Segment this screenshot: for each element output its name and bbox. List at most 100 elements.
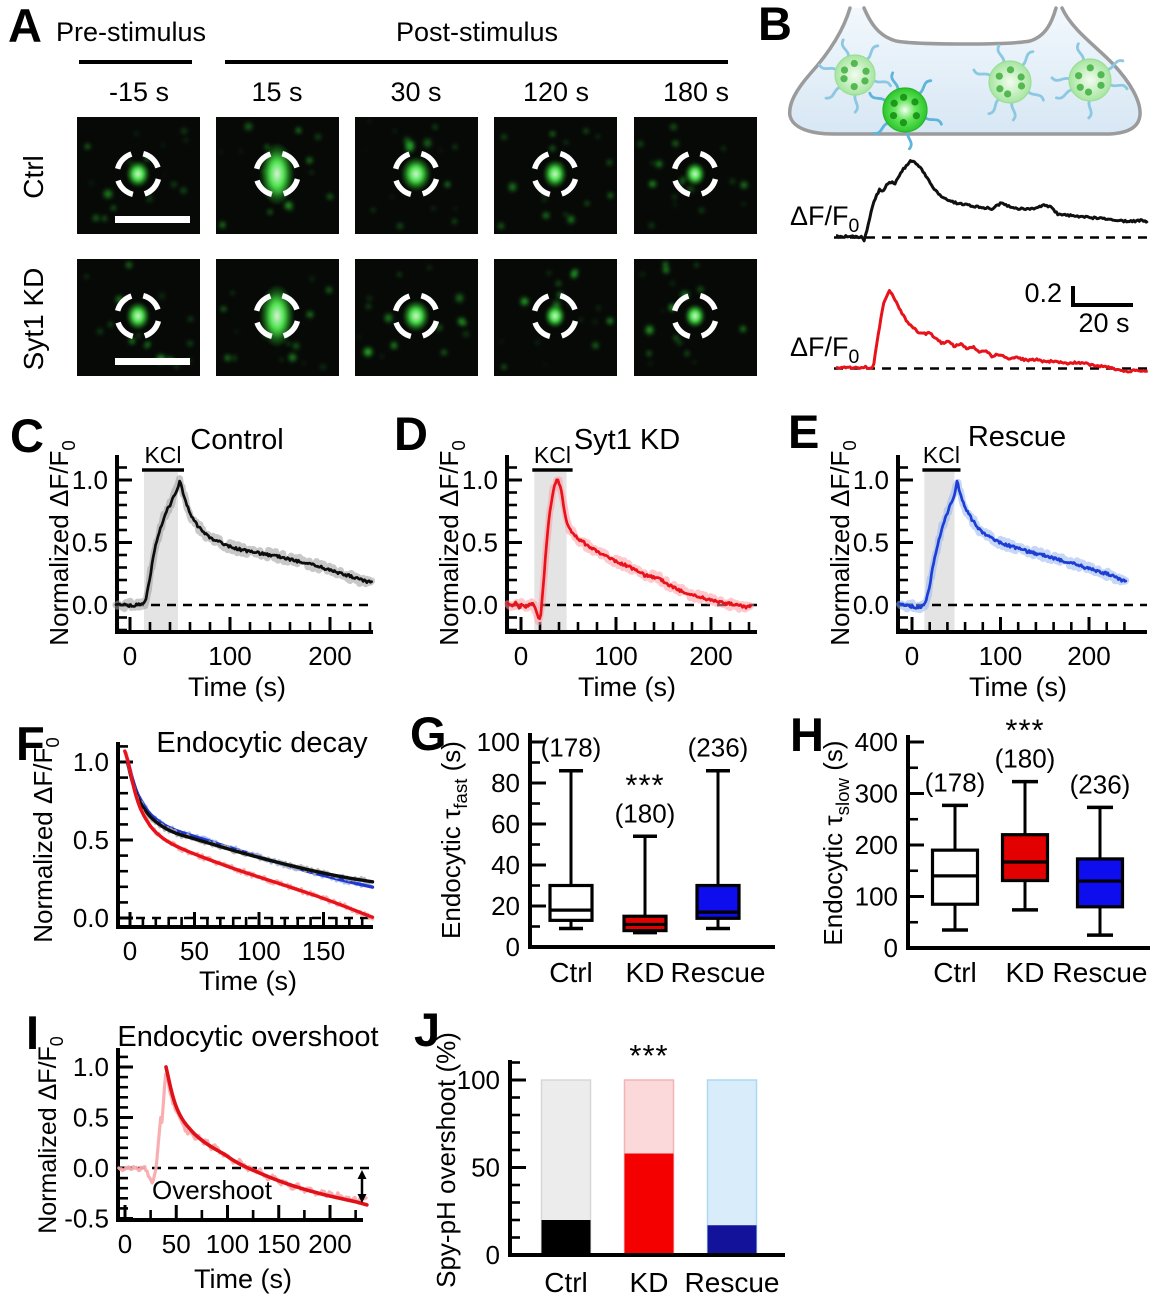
boxplot-rescue: (236) Rescue — [1053, 769, 1148, 988]
x-tick-label: 100 — [206, 1229, 249, 1259]
fluorescent-punctum — [740, 181, 747, 188]
fluorescent-punctum — [310, 277, 315, 282]
fluorescent-punctum — [649, 180, 656, 188]
y-tick-label: 0.0 — [73, 903, 109, 933]
y-tick-label: 0 — [486, 1240, 500, 1270]
fluorescent-punctum — [564, 213, 568, 217]
fluorescent-punctum — [673, 195, 677, 199]
fluorescent-punctum — [238, 149, 243, 154]
scale-bar — [115, 358, 190, 365]
roi-overlay — [671, 150, 719, 198]
y-tick-label: 1.0 — [73, 747, 109, 777]
central-bouton-spot — [398, 295, 434, 337]
fluorescent-punctum — [462, 331, 469, 337]
fluorescent-punctum — [393, 129, 397, 133]
y-axis-label: Normalized ΔF/F0 — [34, 1036, 67, 1234]
fluorescent-punctum — [144, 343, 149, 349]
fluorescent-punctum — [592, 319, 597, 324]
fluorescent-punctum — [390, 195, 394, 199]
vesicle-dot — [1097, 71, 1105, 79]
panel-a-label: A — [8, 0, 42, 52]
fluorescent-punctum — [380, 355, 384, 359]
fluorescent-punctum — [288, 354, 296, 362]
category-label: Rescue — [671, 957, 766, 988]
fluorescent-punctum — [698, 208, 704, 214]
overshoot-annotation: Overshoot — [152, 1175, 273, 1205]
bar-overshoot-fraction — [624, 1153, 674, 1255]
bouton-membrane-dip — [862, 6, 1058, 46]
fluorescent-punctum — [97, 328, 103, 335]
panel-h: 0 100 200 300 400 (178) Ctrl (180)*** KD (236) Res… — [818, 713, 1150, 988]
vesicle-dot — [861, 77, 869, 85]
fluorescent-punctum — [679, 180, 684, 185]
category-label: KD — [630, 1267, 669, 1298]
x-axis-label: Time (s) — [578, 672, 676, 702]
fluorescent-punctum — [500, 339, 504, 344]
fluorescent-punctum — [501, 364, 506, 369]
x-tick-label: 100 — [979, 641, 1022, 671]
panel-title: Rescue — [968, 421, 1066, 453]
vesicle-icon — [1050, 42, 1129, 120]
fluorescent-punctum — [742, 202, 745, 206]
fluorescent-punctum — [543, 212, 549, 219]
fluorescent-punctum — [583, 129, 588, 134]
fluorescent-punctum — [556, 292, 563, 299]
fluorescent-punctum — [231, 291, 234, 295]
fluorescent-punctum — [367, 120, 371, 124]
category-label: Rescue — [685, 1267, 780, 1298]
kcl-label: KCl — [923, 442, 960, 468]
fluorescent-punctum — [608, 193, 613, 199]
y-axis-label: Normalized ΔF/F0 — [44, 440, 79, 645]
fluorescent-punctum — [306, 158, 313, 164]
fluorescent-punctum — [161, 143, 165, 146]
kcl-label: KCl — [534, 442, 571, 468]
fluorescent-punctum — [84, 274, 88, 278]
y-tick-label: 0.0 — [72, 590, 108, 620]
fluorescent-punctum — [458, 318, 465, 325]
fluorescent-punctum — [370, 208, 376, 213]
y-tick-label: 100 — [457, 1065, 500, 1095]
panel-d-label: D — [394, 407, 428, 460]
micrograph-syt1kd-30s — [355, 259, 478, 376]
fluorescent-punctum — [307, 311, 313, 318]
n-count-label: (236) — [1070, 769, 1131, 799]
vesicle-dot — [899, 119, 908, 127]
fluorescent-punctum — [455, 293, 464, 302]
fluorescent-punctum — [663, 262, 669, 268]
fluorescent-punctum — [648, 361, 652, 365]
trace-axis-label: ΔF/F0 — [790, 201, 860, 237]
y-tick-label: -0.5 — [64, 1204, 109, 1234]
y-tick-label: 1.0 — [853, 465, 889, 495]
roi-overlay — [253, 150, 301, 198]
y-tick-label: 80 — [491, 768, 520, 798]
fluorescent-punctum — [648, 222, 654, 228]
box — [1075, 857, 1125, 909]
fluorescent-punctum — [314, 134, 321, 141]
category-label: KD — [626, 957, 665, 988]
fluorescent-punctum — [327, 193, 334, 200]
y-tick-label: 300 — [855, 779, 898, 809]
x-tick-label: 0 — [905, 641, 919, 671]
micrograph-ctrl-15s — [216, 117, 339, 234]
panel-title: Syt1 KD — [574, 424, 680, 456]
fluorescent-punctum — [135, 132, 138, 135]
vesicle-icon — [972, 44, 1045, 122]
vesicle-dot — [1004, 90, 1012, 98]
fluorescent-punctum — [596, 306, 601, 310]
micrograph-ctrl-30s — [355, 117, 478, 234]
fluorescent-punctum — [327, 194, 332, 199]
fluorescent-punctum — [405, 140, 414, 150]
fluorescent-punctum — [637, 140, 644, 147]
y-tick-label: 0 — [884, 933, 898, 963]
fluorescent-punctum — [148, 193, 153, 197]
y-tick-label: 0.5 — [462, 528, 498, 558]
fluorescent-punctum — [593, 342, 599, 349]
vesicle-body — [988, 60, 1032, 104]
fluorescent-punctum — [320, 363, 327, 370]
fluorescent-punctum — [508, 183, 516, 191]
micrograph-ctrl--15s — [77, 117, 200, 234]
fluorescent-punctum — [645, 326, 654, 335]
central-bouton-spot — [122, 155, 154, 193]
syt1kd-example-trace — [835, 289, 1149, 374]
fluorescent-punctum — [535, 340, 540, 345]
